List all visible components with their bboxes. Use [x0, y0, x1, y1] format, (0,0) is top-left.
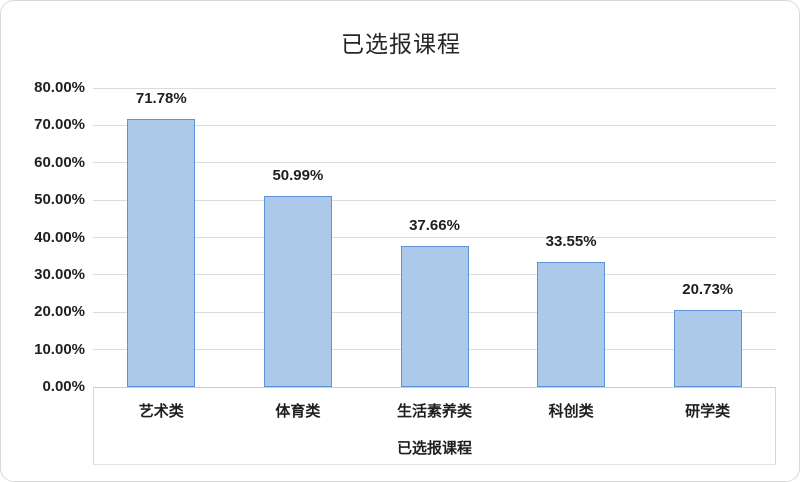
- gridline: [93, 162, 776, 164]
- gridline: [93, 87, 776, 89]
- y-axis-tick-label: 20.00%: [34, 303, 85, 321]
- bar: [537, 261, 606, 387]
- bar-value-label: 37.66%: [409, 217, 460, 235]
- x-axis-category-label: 艺术类: [138, 403, 184, 420]
- gridline: [93, 124, 776, 126]
- bar-value-label: 71.78%: [135, 89, 187, 107]
- y-axis-tick-label: 0.00%: [42, 378, 85, 395]
- bar: [127, 118, 196, 387]
- gridline: [93, 237, 776, 238]
- gridline: [93, 199, 776, 201]
- y-axis-tick-label: 50.00%: [34, 191, 85, 209]
- x-axis-category-label: 研学类: [685, 403, 731, 420]
- bar-value-label: 20.73%: [682, 280, 734, 298]
- bar: [673, 309, 742, 387]
- bar-value-label: 50.99%: [272, 167, 324, 185]
- y-axis-tick-label: 60.00%: [34, 153, 85, 171]
- x-axis-category-label: 体育类: [275, 403, 321, 420]
- bar: [263, 196, 332, 387]
- x-axis-category-label: 科创类: [548, 403, 594, 420]
- x-axis-label-box: [93, 387, 776, 465]
- y-axis-tick-label: 70.00%: [34, 116, 85, 134]
- bar-value-label: 33.55%: [545, 232, 597, 250]
- x-axis-category-label: 生活素养类: [396, 403, 472, 420]
- y-axis-tick-label: 80.00%: [34, 79, 85, 96]
- bar: [400, 246, 469, 387]
- chart-title: 已选报课程: [341, 31, 461, 57]
- y-axis-tick-label: 40.00%: [34, 228, 85, 246]
- y-axis-tick-label: 10.00%: [34, 340, 85, 358]
- x-axis-title: 已选报课程: [396, 440, 472, 457]
- y-axis-tick-label: 30.00%: [34, 265, 85, 283]
